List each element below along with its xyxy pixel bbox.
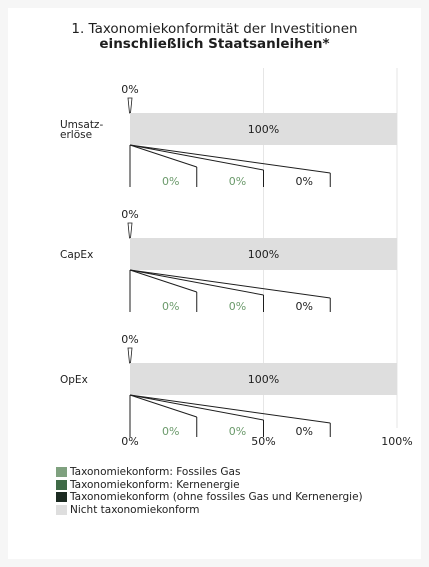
- legend-swatch: [56, 504, 67, 515]
- fan-line: [129, 269, 331, 299]
- legend-label: Taxonomiekonform: Kernenergie: [70, 478, 240, 491]
- chart-title: 1. Taxonomiekonformität der Investitione…: [8, 22, 421, 52]
- fan-value-label: 0%: [229, 425, 246, 438]
- fan-line: [129, 394, 264, 421]
- legend: Taxonomiekonform: Fossiles Gas Taxonomiek…: [56, 466, 363, 516]
- legend-swatch: [56, 492, 67, 503]
- chart-panel: 1. Taxonomiekonformität der Investitione…: [8, 8, 421, 559]
- fan-line: [129, 269, 197, 293]
- aligned-total-label: 0%: [121, 83, 138, 96]
- category-label: Umsatz-erlöse: [60, 119, 103, 141]
- legend-item: Nicht taxonomiekonform: [56, 504, 363, 517]
- fan-line: [129, 144, 197, 168]
- fan-line: [129, 394, 197, 418]
- fan-line: [129, 144, 331, 174]
- x-tick-label: 50%: [251, 435, 275, 448]
- legend-label: Nicht taxonomiekonform: [70, 503, 200, 516]
- legend-label: Taxonomiekonform (ohne fossiles Gas und …: [70, 491, 363, 503]
- aligned-total-label: 0%: [121, 333, 138, 346]
- fan-line: [129, 144, 264, 171]
- fan-value-label: 0%: [296, 425, 313, 438]
- fan-value-label: 0%: [162, 175, 179, 188]
- fan-value-label: 0%: [162, 300, 179, 313]
- aligned-pointer: [127, 347, 133, 364]
- x-tick-label: 100%: [381, 435, 412, 448]
- legend-swatch: [56, 479, 67, 490]
- fan-line: [129, 269, 264, 296]
- fan-line: [129, 394, 331, 424]
- bar-value-label: 100%: [248, 373, 279, 386]
- legend-item: Taxonomiekonform (ohne fossiles Gas und …: [56, 491, 363, 504]
- aligned-total-label: 0%: [121, 208, 138, 221]
- bar-value-label: 100%: [248, 248, 279, 261]
- bar-nicht-taxonomiekonform: [130, 363, 397, 395]
- category-label: CapEx: [60, 249, 93, 261]
- chart-svg: 0% Umsatz-erlöse 100% 0% 0% 0% 0% CapEx 100% 0% 0%…: [60, 68, 413, 448]
- x-tick-label: 0%: [121, 435, 138, 448]
- legend-item: Taxonomiekonform: Fossiles Gas: [56, 466, 363, 479]
- aligned-pointer: [127, 222, 133, 239]
- bar-nicht-taxonomiekonform: [130, 238, 397, 270]
- fan-value-label: 0%: [162, 425, 179, 438]
- bar-value-label: 100%: [248, 123, 279, 136]
- aligned-pointer: [127, 97, 133, 114]
- bar-nicht-taxonomiekonform: [130, 113, 397, 145]
- chart-title-line1: 1. Taxonomiekonformität der Investitione…: [71, 21, 358, 37]
- fan-value-label: 0%: [296, 300, 313, 313]
- legend-label: Taxonomiekonform: Fossiles Gas: [70, 466, 241, 478]
- chart-title-line2: einschließlich Staatsanleihen*: [99, 36, 330, 52]
- fan-value-label: 0%: [229, 300, 246, 313]
- fan-value-label: 0%: [296, 175, 313, 188]
- legend-item: Taxonomiekonform: Kernenergie: [56, 479, 363, 492]
- category-label: OpEx: [60, 374, 88, 386]
- legend-swatch: [56, 467, 67, 478]
- fan-value-label: 0%: [229, 175, 246, 188]
